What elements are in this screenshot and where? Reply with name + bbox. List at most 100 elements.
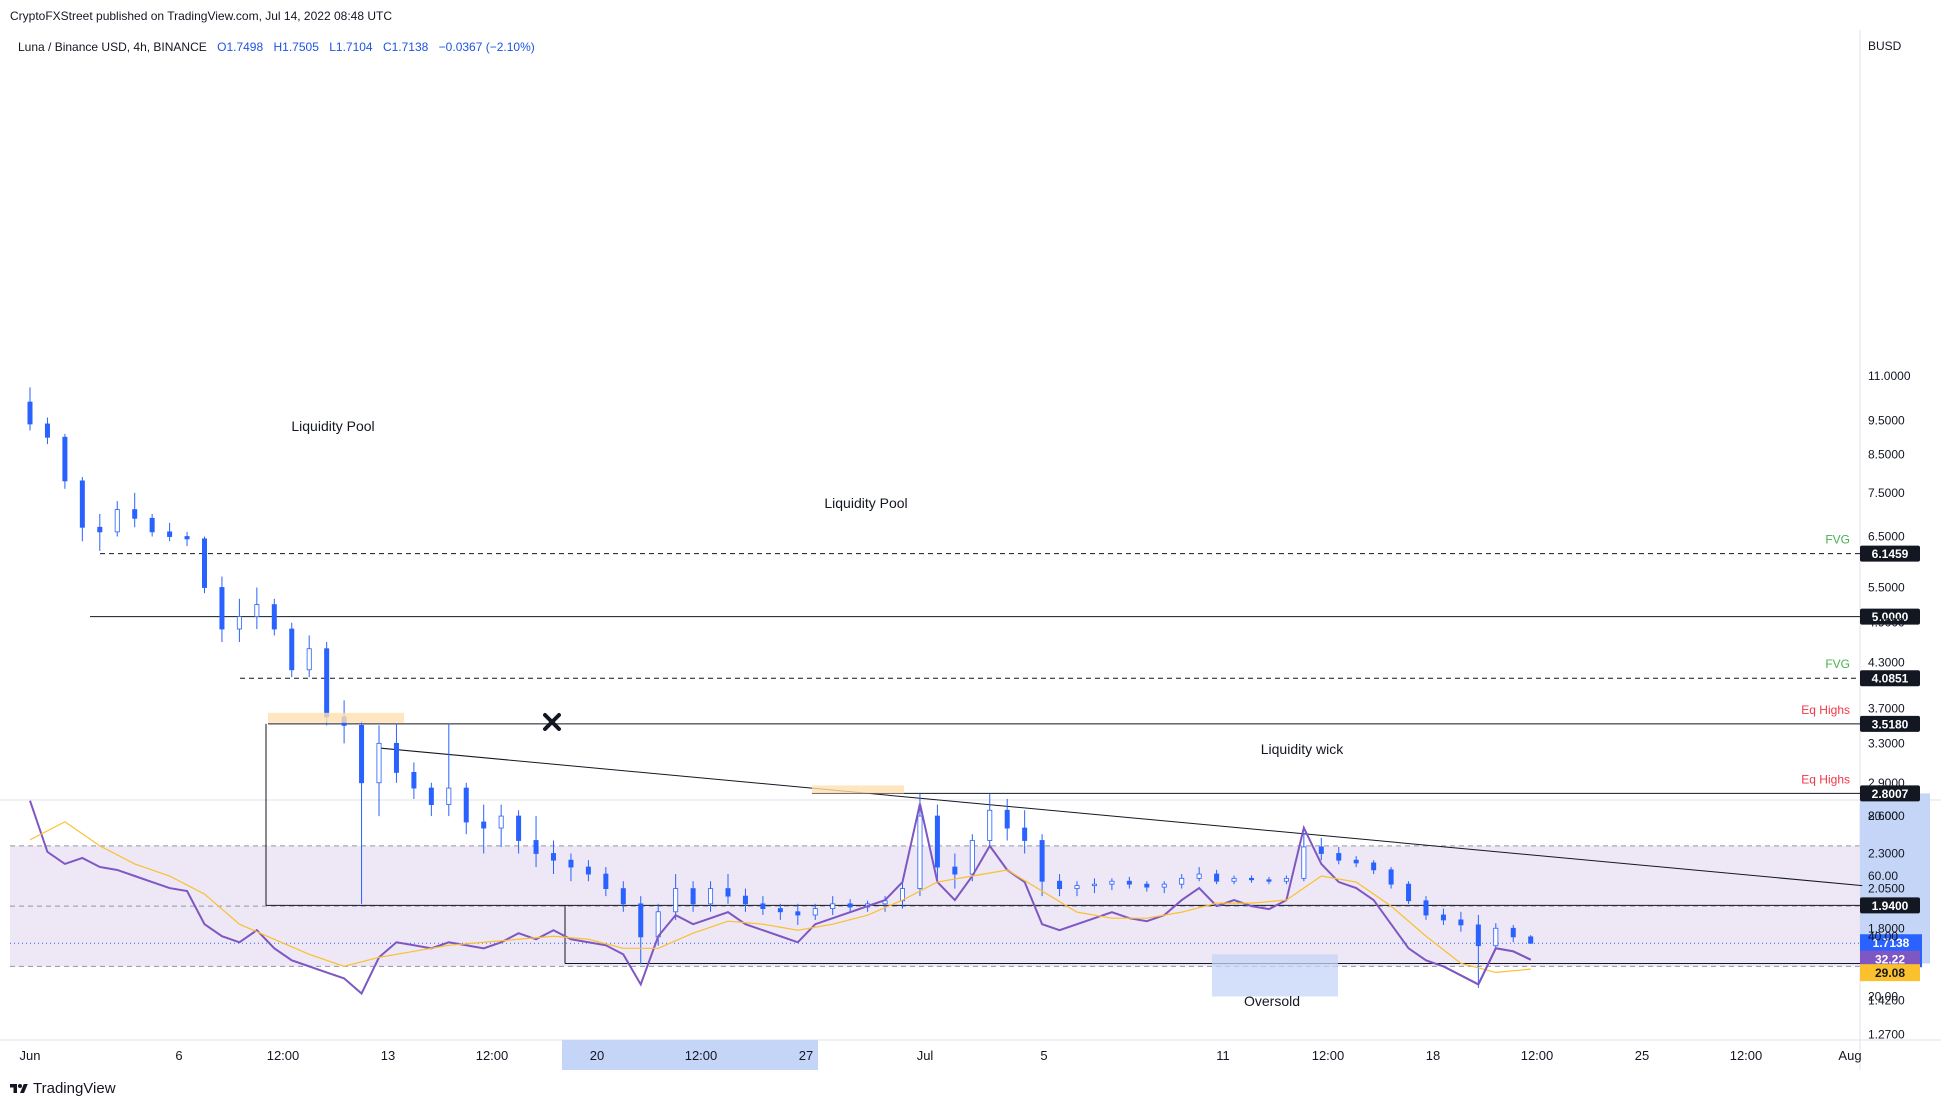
candle-body <box>481 821 487 829</box>
candle-body <box>428 787 434 805</box>
symbol-name[interactable]: Luna / Binance USD, 4h, BINANCE <box>18 40 207 54</box>
rsi-line-overlay <box>1442 947 1532 986</box>
candle-body <box>725 888 731 897</box>
candle-body <box>742 895 748 905</box>
rsi-tick-label: 20.00 <box>1868 990 1898 1004</box>
liquidity-pool-highlight <box>812 785 904 794</box>
x-tick-label: 12:00 <box>1312 1048 1345 1063</box>
candle-body <box>585 866 591 875</box>
x-tick-label: 12:00 <box>1730 1048 1763 1063</box>
y-tick-label: 6.5000 <box>1868 530 1905 544</box>
y-tick-label: 2.3000 <box>1868 846 1905 860</box>
y-tick-label: 2.0500 <box>1868 882 1905 896</box>
candle-body <box>97 526 103 533</box>
x-tick-label: Jun <box>20 1048 41 1063</box>
candle-body <box>533 840 539 854</box>
candle-body <box>673 888 679 913</box>
candle-body <box>324 648 330 718</box>
candle-body <box>1475 924 1481 947</box>
candle-body <box>812 908 818 916</box>
ohlc-open: O1.7498 <box>217 40 264 54</box>
candle-body <box>969 840 975 875</box>
symbol-bar: Luna / Binance USD, 4h, BINANCE O1.7498 … <box>18 40 542 54</box>
rsi-value-label: 32.22 <box>1875 953 1905 967</box>
candle-body <box>393 742 399 773</box>
rsi-line <box>29 800 1532 996</box>
candle-body <box>1161 883 1167 888</box>
x-tick-label: 5 <box>1040 1048 1047 1063</box>
currency-label: BUSD <box>1868 39 1902 53</box>
price-tag-bg <box>1860 785 1920 802</box>
candle-body <box>516 815 522 841</box>
candle-body <box>1039 840 1045 882</box>
candle-body <box>690 888 696 905</box>
y-tick-label: 2.6000 <box>1868 809 1905 823</box>
price-tag-label: 6.1459 <box>1872 547 1909 561</box>
y-tick-label: 1.2700 <box>1868 1028 1905 1042</box>
price-level-note: Eq Highs <box>1801 703 1850 717</box>
candle-body <box>934 815 940 868</box>
candle-body <box>236 616 242 630</box>
price-tag-label: 3.5180 <box>1872 717 1909 731</box>
candle-body <box>1126 880 1132 885</box>
candle-body <box>1249 877 1255 881</box>
candle-body <box>603 873 609 889</box>
y-tick-label: 9.5000 <box>1868 414 1905 428</box>
rsi-indicator <box>29 800 1532 997</box>
candle-body <box>1493 927 1499 947</box>
ohlc-change: −0.0367 (−2.10%) <box>438 40 535 54</box>
candle-body <box>411 772 417 789</box>
candle-body <box>1179 877 1185 885</box>
candle-body <box>568 859 574 868</box>
price-tag-bg <box>1860 670 1920 687</box>
candle-body <box>1406 883 1412 902</box>
y-tick-label: 11.0000 <box>1868 369 1911 383</box>
candle-body <box>1144 883 1150 888</box>
y-tick-label: 1.8000 <box>1868 921 1905 935</box>
candle-body <box>1440 914 1446 921</box>
candle-body <box>1423 900 1429 916</box>
candle-body <box>1528 936 1534 944</box>
price-level-note: Eq Highs <box>1801 772 1850 786</box>
candle-body <box>219 587 225 630</box>
ohlc-high: H1.7505 <box>273 40 319 54</box>
x-tick-label: 27 <box>799 1048 813 1063</box>
candle-body <box>551 853 557 861</box>
last-price-value: 1.7138 <box>1873 936 1910 950</box>
candle-body <box>44 423 50 438</box>
y-tick-label: 2.9000 <box>1868 776 1905 790</box>
rsi-tick-label: 40.00 <box>1868 929 1898 943</box>
tradingview-logo[interactable]: TradingView <box>10 1080 116 1097</box>
brand-name: TradingView <box>33 1080 116 1097</box>
candle-body <box>1057 880 1063 889</box>
candle-body <box>1266 879 1272 882</box>
candle-body <box>1458 919 1464 926</box>
rsi-value-tag <box>1860 950 1920 968</box>
candle-body <box>201 538 207 588</box>
price-tag-label: 5.0000 <box>1872 610 1909 624</box>
y-tick-label: 3.7000 <box>1868 701 1905 715</box>
annotation-label: Liquidity wick <box>1261 741 1344 757</box>
x-tick-label: 12:00 <box>476 1048 509 1063</box>
candle-body <box>446 787 452 805</box>
candle-body <box>27 401 33 425</box>
candle-body <box>1004 809 1010 829</box>
candle-body <box>987 809 993 841</box>
oversold-highlight <box>1212 954 1338 997</box>
rsi-ma-label: 29.08 <box>1875 966 1905 980</box>
candle-body <box>1353 859 1359 864</box>
candle-body <box>289 628 295 671</box>
rsi-tick-label: 60.00 <box>1868 869 1898 883</box>
y-tick-label: 7.5000 <box>1868 486 1905 500</box>
candle-body <box>708 888 714 905</box>
y-tick-label: 1.4200 <box>1868 994 1905 1008</box>
x-tick-label: 18 <box>1426 1048 1440 1063</box>
candle-body <box>1388 869 1394 885</box>
candle-body <box>1336 853 1342 861</box>
candle-body <box>132 509 138 519</box>
candle-body <box>271 604 277 630</box>
rsi-tick-label: 80.00 <box>1868 809 1898 823</box>
candle-body <box>114 509 120 533</box>
price-tag-bg <box>1860 608 1920 625</box>
